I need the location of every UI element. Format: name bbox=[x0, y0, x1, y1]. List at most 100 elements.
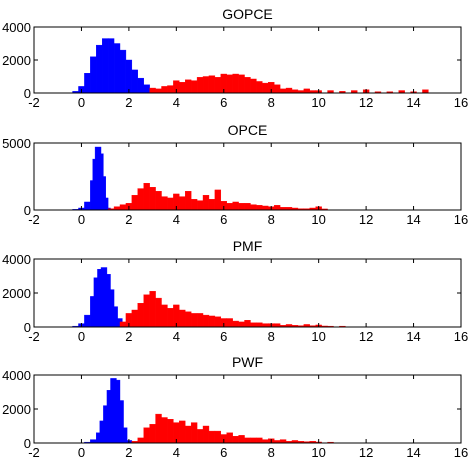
histogram-bar bbox=[167, 308, 174, 328]
histogram-bar bbox=[250, 204, 257, 211]
histogram-bar bbox=[208, 75, 216, 94]
panel-title: PWF bbox=[232, 354, 263, 370]
y-tick-label: 0 bbox=[24, 320, 31, 335]
panel-title: PMF bbox=[233, 238, 263, 254]
histogram-bar bbox=[303, 88, 310, 94]
y-tick-label: 4000 bbox=[2, 252, 31, 267]
histogram-bar bbox=[273, 205, 281, 211]
x-tick-label: 14 bbox=[406, 445, 420, 460]
histogram-bar bbox=[119, 49, 127, 94]
histogram-bar bbox=[190, 80, 198, 94]
histogram-bar bbox=[113, 43, 121, 94]
x-tick-label: 8 bbox=[268, 212, 275, 227]
x-tick-label: 10 bbox=[311, 329, 325, 344]
histogram-bar bbox=[131, 195, 138, 211]
y-tick-label: 4000 bbox=[2, 20, 31, 35]
histogram-bar bbox=[90, 439, 97, 444]
y-tick-label: 4000 bbox=[2, 368, 31, 383]
histogram-bar bbox=[137, 77, 144, 94]
x-tick-label: 6 bbox=[220, 445, 227, 460]
histogram-bar bbox=[84, 72, 91, 94]
x-tick-label: 6 bbox=[220, 212, 227, 227]
x-tick-label: 8 bbox=[268, 95, 275, 110]
histogram-bar bbox=[285, 87, 293, 94]
histogram-bar bbox=[119, 321, 127, 328]
x-tick-label: 10 bbox=[311, 212, 325, 227]
histogram-bar bbox=[226, 74, 233, 94]
histogram-bar bbox=[262, 323, 269, 328]
histogram-bar bbox=[102, 38, 109, 94]
histogram-bar bbox=[279, 439, 287, 444]
histogram-bar bbox=[232, 201, 239, 211]
y-tick-label: 2000 bbox=[2, 53, 31, 68]
x-tick-label: 16 bbox=[454, 95, 468, 110]
histogram-bar bbox=[256, 322, 263, 328]
histogram-bar bbox=[125, 59, 133, 94]
histogram-bar bbox=[185, 79, 192, 94]
y-tick-label: 0 bbox=[24, 436, 31, 451]
histogram-bar bbox=[232, 320, 239, 328]
histogram-bar bbox=[179, 82, 186, 94]
histogram-bar bbox=[137, 303, 144, 328]
histogram-bar bbox=[256, 437, 263, 444]
histogram-bar bbox=[179, 420, 186, 444]
histogram-bar bbox=[167, 85, 174, 94]
y-tick-label: 0 bbox=[24, 203, 31, 218]
panel-title: GOPCE bbox=[222, 6, 273, 22]
histogram-bar bbox=[250, 78, 257, 94]
histogram-bar bbox=[262, 205, 269, 211]
x-tick-label: -2 bbox=[28, 212, 40, 227]
histogram-bar bbox=[256, 81, 263, 94]
histogram-bar bbox=[226, 203, 233, 211]
x-tick-label: 0 bbox=[78, 212, 85, 227]
x-tick-label: 2 bbox=[125, 445, 132, 460]
histogram-bar bbox=[226, 432, 233, 444]
histogram-bar bbox=[273, 84, 281, 94]
histogram-bar bbox=[190, 313, 198, 328]
histogram-bar bbox=[214, 430, 222, 444]
histogram-bar bbox=[262, 439, 269, 444]
histogram-bar bbox=[196, 313, 204, 328]
histogram-bar bbox=[161, 417, 168, 444]
histogram-bar bbox=[232, 73, 239, 94]
histogram-bar bbox=[214, 316, 222, 328]
x-tick-label: 14 bbox=[406, 95, 420, 110]
x-tick-label: 12 bbox=[359, 329, 373, 344]
histogram-bar bbox=[149, 87, 156, 94]
histogram-bar bbox=[262, 82, 269, 94]
histogram-bar bbox=[167, 419, 174, 444]
histogram-bar bbox=[202, 425, 210, 444]
x-tick-label: 14 bbox=[406, 212, 420, 227]
x-tick-label: 8 bbox=[268, 445, 275, 460]
histogram-bar bbox=[84, 314, 91, 328]
histogram-bar bbox=[256, 205, 263, 211]
y-tick-label: 2000 bbox=[2, 286, 31, 301]
histogram-bar bbox=[208, 199, 216, 211]
histogram-bar bbox=[167, 197, 174, 211]
histogram-bar bbox=[90, 56, 97, 94]
histogram-bar bbox=[161, 304, 168, 328]
histogram-bar bbox=[214, 77, 222, 94]
histogram-bar bbox=[96, 44, 103, 94]
x-tick-label: 16 bbox=[454, 212, 468, 227]
histogram-bar bbox=[155, 413, 162, 444]
x-tick-label: 0 bbox=[78, 329, 85, 344]
histogram-bar bbox=[279, 88, 287, 94]
x-tick-label: 6 bbox=[220, 329, 227, 344]
histogram-bar bbox=[155, 191, 162, 211]
x-tick-label: 16 bbox=[454, 445, 468, 460]
x-tick-label: 8 bbox=[268, 329, 275, 344]
histogram-bar bbox=[131, 69, 138, 94]
y-tick-label: 0 bbox=[24, 86, 31, 101]
x-tick-label: 6 bbox=[220, 95, 227, 110]
x-tick-label: 10 bbox=[311, 95, 325, 110]
histogram-bar bbox=[137, 437, 144, 444]
x-tick-label: 12 bbox=[359, 95, 373, 110]
x-tick-label: 2 bbox=[125, 95, 132, 110]
x-tick-label: 12 bbox=[359, 445, 373, 460]
histogram-bar bbox=[185, 311, 192, 328]
histogram-bar bbox=[131, 309, 138, 328]
histogram-bar bbox=[149, 187, 156, 211]
histogram-bar bbox=[143, 182, 150, 211]
